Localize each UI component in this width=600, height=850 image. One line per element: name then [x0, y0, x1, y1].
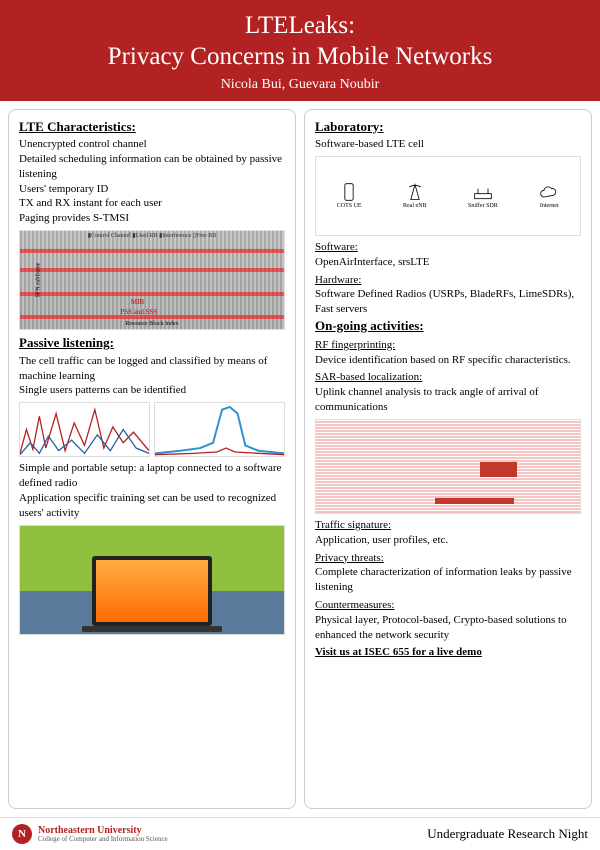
lte-line-3: TX and RX instant for each user	[19, 196, 285, 211]
traffic-heading: Traffic signature:	[315, 518, 581, 533]
university-name: Northeastern University	[38, 826, 168, 836]
setup-p2: Application specific training set can be…	[19, 491, 285, 521]
lte-line-2: Users' temporary ID	[19, 182, 285, 197]
header: LTELeaks: Privacy Concerns in Mobile Net…	[0, 0, 600, 101]
seal-icon: N	[12, 824, 32, 844]
spectro-ylabel: SFN.subframe	[34, 263, 42, 298]
node-router: Sniffer SDR	[468, 182, 498, 210]
spectro-legend: ▮Control Channel ▮Used RB ▮Interference …	[88, 232, 217, 240]
authors: Nicola Bui, Guevara Noubir	[8, 77, 592, 93]
lab-subtitle: Software-based LTE cell	[315, 137, 581, 152]
traffic-text: Application, user profiles, etc.	[315, 533, 581, 548]
setup-p1: Simple and portable setup: a laptop conn…	[19, 461, 285, 491]
pss-label: PSS and SSS	[120, 308, 157, 317]
title-line2: Privacy Concerns in Mobile Networks	[108, 43, 493, 70]
passive-p2: Single users patterns can be identified	[19, 383, 285, 398]
university-logo: N Northeastern University College of Com…	[12, 824, 168, 844]
node-ue: COTS UE	[337, 182, 362, 210]
sar-block	[480, 462, 517, 477]
node-cloud: Internet	[539, 182, 559, 210]
chart-right	[154, 402, 285, 457]
passive-heading: Passive listening:	[19, 334, 285, 352]
sar-heading: SAR-based localization:	[315, 370, 581, 385]
traffic-charts	[19, 402, 285, 457]
event-name: Undergraduate Research Night	[427, 826, 588, 842]
rf-heading: RF fingerprinting:	[315, 338, 581, 353]
passive-p1: The cell traffic can be logged and class…	[19, 354, 285, 384]
college-name: College of Computer and Information Scie…	[38, 836, 168, 843]
title-line1: LTELeaks:	[245, 12, 355, 39]
lab-heading: Laboratory:	[315, 118, 581, 136]
red-band	[20, 268, 284, 272]
content-columns: LTE Characteristics: Unencrypted control…	[0, 101, 600, 818]
software-text: OpenAirInterface, srsLTE	[315, 255, 581, 270]
counter-text: Physical layer, Protocol-based, Crypto-b…	[315, 613, 581, 643]
mib-label: MIB	[131, 298, 144, 307]
university-text: Northeastern University College of Compu…	[38, 826, 168, 843]
privacy-heading: Privacy threats:	[315, 551, 581, 566]
hardware-heading: Hardware:	[315, 273, 581, 288]
laptop-icon	[92, 556, 212, 626]
rf-text: Device identification based on RF specif…	[315, 353, 581, 368]
setup-photo	[19, 525, 285, 635]
sar-text: Uplink channel analysis to track angle o…	[315, 385, 581, 415]
sar-block	[435, 498, 514, 504]
software-heading: Software:	[315, 240, 581, 255]
poster-root: LTELeaks: Privacy Concerns in Mobile Net…	[0, 0, 600, 850]
sar-heatmap	[315, 419, 581, 514]
hardware-text: Software Defined Radios (USRPs, BladeRFs…	[315, 287, 581, 317]
lte-heading: LTE Characteristics:	[19, 118, 285, 136]
node-enb: Real eNB	[403, 182, 427, 210]
poster-title: LTELeaks: Privacy Concerns in Mobile Net…	[8, 10, 592, 73]
right-column: Laboratory: Software-based LTE cell COTS…	[304, 109, 592, 810]
lab-diagram: COTS UE Real eNB Sniffer SDR Internet	[315, 156, 581, 236]
footer: N Northeastern University College of Com…	[0, 817, 600, 850]
left-column: LTE Characteristics: Unencrypted control…	[8, 109, 296, 810]
lte-line-0: Unencrypted control channel	[19, 137, 285, 152]
red-band	[20, 292, 284, 296]
chart-left	[19, 402, 150, 457]
lte-line-4: Paging provides S-TMSI	[19, 211, 285, 226]
ongoing-heading: On-going activities:	[315, 317, 581, 335]
spectro-xlabel: Resource Block Index	[125, 320, 178, 328]
counter-heading: Countermeasures:	[315, 598, 581, 613]
visit-text: Visit us at ISEC 655 for a live demo	[315, 645, 581, 660]
lte-line-1: Detailed scheduling information can be o…	[19, 152, 285, 182]
spectrogram-chart: ▮Control Channel ▮Used RB ▮Interference …	[19, 230, 285, 330]
red-band	[20, 249, 284, 253]
privacy-text: Complete characterization of information…	[315, 565, 581, 595]
